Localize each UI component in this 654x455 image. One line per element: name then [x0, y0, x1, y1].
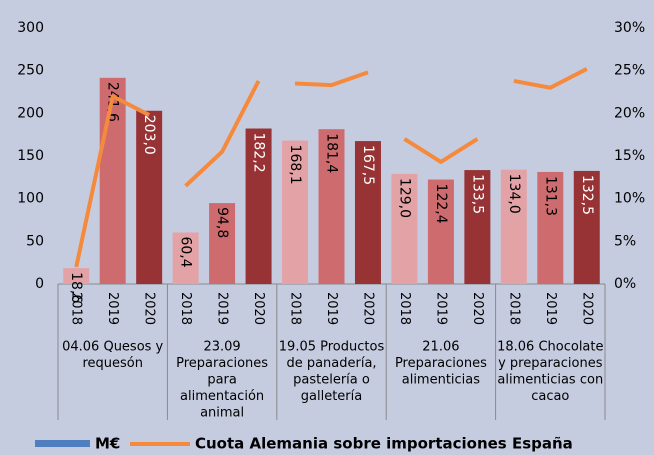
group-label: 23.09 [203, 340, 240, 355]
y2-tick-label: 15% [614, 148, 645, 164]
group-label: 04.06 Quesos y [62, 340, 163, 355]
value-label: 168,1 [287, 145, 303, 185]
y2-tick-label: 25% [614, 63, 645, 79]
share-line [184, 79, 261, 188]
y-tick-label: 150 [17, 148, 44, 164]
group-label: y preparaciones [498, 356, 603, 371]
value-label: 182,2 [251, 133, 267, 173]
bar [63, 268, 90, 284]
bar [427, 179, 454, 284]
value-label: 181,4 [324, 133, 340, 173]
group-label: 19.05 Productos [279, 340, 385, 355]
group-label: para [207, 373, 237, 388]
value-label: 134,0 [506, 174, 522, 214]
x-tick-label: 2019 [105, 292, 120, 325]
x-tick-label: 2019 [433, 292, 448, 325]
group-label: cacao [531, 389, 569, 404]
group-label: 21.06 [422, 340, 459, 355]
group-label: pastelería o [293, 373, 370, 388]
bar [136, 110, 163, 284]
bar [209, 203, 236, 284]
group-label: animal [200, 406, 244, 421]
x-tick-label: 2018 [288, 292, 303, 325]
x-tick-label: 2020 [251, 292, 266, 325]
group-label: alimenticias con [497, 373, 603, 388]
y-tick-label: 250 [17, 63, 44, 79]
share-line [294, 70, 369, 88]
y2-tick-label: 0% [614, 276, 636, 292]
y2-tick-label: 20% [614, 105, 645, 121]
value-label: 18,6 [68, 272, 84, 303]
bar [537, 171, 564, 284]
y-tick-label: 50 [26, 233, 44, 249]
x-tick-label: 2019 [543, 292, 558, 325]
x-tick-label: 2019 [215, 292, 230, 325]
group-label: alimenticias [402, 373, 481, 388]
value-label: 122,4 [433, 184, 449, 224]
value-label: 131,3 [542, 176, 558, 216]
y-tick-label: 0 [35, 276, 44, 292]
bar [573, 170, 600, 284]
bar [245, 128, 272, 284]
share-line [403, 137, 479, 164]
group-label: alimentación [180, 389, 264, 404]
y2-tick-label: 5% [614, 233, 636, 249]
bar [464, 170, 491, 284]
bar [282, 140, 309, 284]
y2-tick-label: 10% [614, 191, 645, 207]
y-tick-label: 300 [17, 20, 44, 36]
bar [354, 141, 381, 284]
share-line [74, 94, 151, 268]
share-line [513, 67, 588, 90]
bar [500, 169, 527, 284]
value-label: 203,0 [141, 115, 157, 155]
bar [172, 232, 199, 284]
x-tick-label: 2018 [506, 292, 521, 325]
x-tick-label: 2020 [142, 292, 157, 325]
group-label: Preparaciones [395, 356, 487, 371]
y-tick-label: 100 [17, 191, 44, 207]
bar [99, 77, 126, 285]
legend-label: M€ [95, 435, 120, 453]
x-tick-label: 2018 [397, 292, 412, 325]
value-label: 133,5 [469, 174, 485, 214]
legend-label: Cuota Alemania sobre importaciones Españ… [195, 435, 573, 453]
value-label: 167,5 [360, 145, 376, 185]
x-tick-label: 2018 [178, 292, 193, 325]
group-label: 18.06 Chocolate [497, 340, 603, 355]
group-label: requesón [82, 356, 143, 371]
group-label: de panadería, [286, 356, 376, 371]
x-tick-label: 2020 [579, 292, 594, 325]
group-label: Preparaciones [176, 356, 268, 371]
x-tick-label: 2020 [360, 292, 375, 325]
y-tick-label: 200 [17, 105, 44, 121]
y2-tick-label: 30% [614, 20, 645, 36]
bar [318, 129, 345, 284]
bar [391, 173, 418, 284]
x-tick-label: 2019 [324, 292, 339, 325]
value-label: 132,5 [579, 175, 595, 215]
value-label: 94,8 [214, 207, 230, 238]
group-label: galletería [301, 389, 362, 404]
value-label: 129,0 [396, 178, 412, 218]
x-tick-label: 2020 [470, 292, 485, 325]
legend-swatch [35, 440, 90, 447]
value-label: 60,4 [178, 236, 194, 267]
x-tick-label: 2018 [69, 292, 84, 325]
